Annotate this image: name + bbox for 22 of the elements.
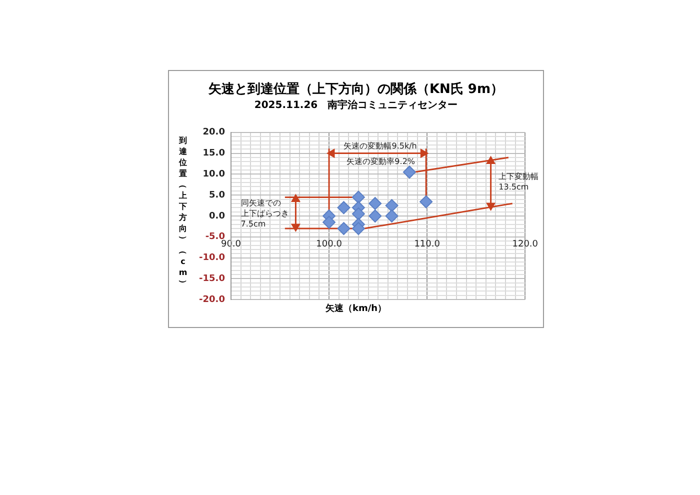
x-tick-label: 100.0 (316, 240, 342, 250)
x-tick-label: 120.0 (512, 240, 538, 250)
y-tick-label: -10.0 (199, 253, 225, 264)
annotation: 7.5cm (240, 219, 266, 228)
annotation: 矢速の変動幅9.5k/h (344, 142, 417, 151)
y-tick-label: 10.0 (202, 170, 225, 180)
x-axis-title: 矢速（km/h） (325, 304, 387, 314)
annotation: 矢速の変動率9.2% (346, 157, 416, 166)
x-tick-label: 110.0 (414, 240, 440, 250)
annotation: 上下ばらつき (240, 208, 289, 218)
y-tick-label: 0.0 (209, 211, 225, 222)
text: 到達位置（上下方向）（cm） (178, 136, 188, 288)
chart-title: 矢速と到達位置（上下方向）の関係（KN氏 9m） (207, 80, 505, 98)
annotation: 同矢速での (240, 198, 281, 208)
y-tick-label: 5.0 (209, 190, 225, 200)
y-tick-label: 20.0 (202, 128, 225, 138)
annotation: 13.5cm (498, 182, 529, 192)
chart-subtitle: 2025.11.26 南宇治コミュニティセンター (253, 98, 459, 112)
y-tick-label: -15.0 (199, 274, 225, 284)
y-tick-label: 15.0 (202, 148, 225, 159)
annotation: 上下変動幅 (498, 172, 539, 182)
y-tick-label: -20.0 (199, 294, 225, 305)
